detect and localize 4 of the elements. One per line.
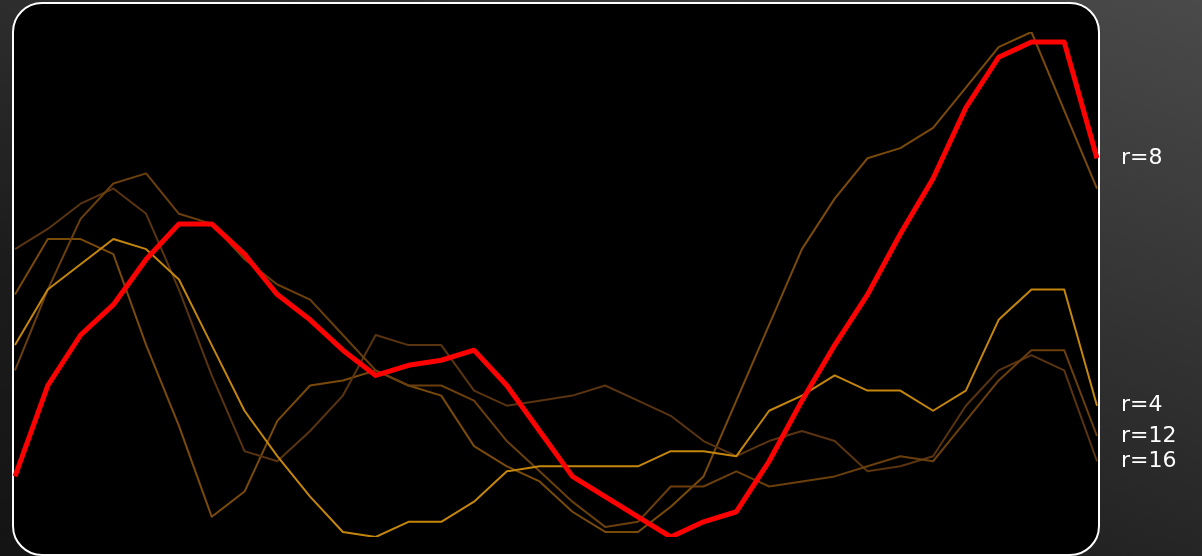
series-label: r=12 bbox=[1121, 421, 1177, 447]
series-label: r=16 bbox=[1121, 446, 1177, 472]
series-label: r=8 bbox=[1121, 143, 1163, 169]
series-label: r=4 bbox=[1121, 391, 1163, 417]
